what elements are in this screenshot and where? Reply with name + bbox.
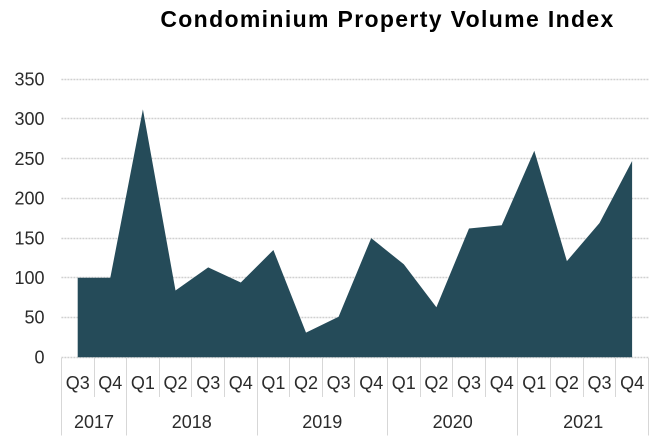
svg-text:Q2: Q2 [163,373,187,393]
svg-text:50: 50 [24,308,44,328]
svg-text:150: 150 [14,228,44,248]
svg-text:Q1: Q1 [131,373,155,393]
svg-text:100: 100 [14,268,44,288]
svg-text:250: 250 [14,149,44,169]
svg-text:Q4: Q4 [98,373,122,393]
svg-text:200: 200 [14,189,44,209]
svg-text:Q4: Q4 [620,373,644,393]
svg-text:Q4: Q4 [490,373,514,393]
svg-text:Q3: Q3 [457,373,481,393]
svg-text:2019: 2019 [302,412,342,432]
svg-text:Q2: Q2 [424,373,448,393]
svg-text:Q2: Q2 [294,373,318,393]
svg-text:2020: 2020 [433,412,473,432]
svg-text:2017: 2017 [74,412,114,432]
svg-text:Q1: Q1 [261,373,285,393]
svg-text:Condominium Property Volume In: Condominium Property Volume Index [160,6,614,32]
svg-text:Q4: Q4 [359,373,383,393]
svg-text:Q3: Q3 [66,373,90,393]
svg-text:0: 0 [34,347,44,367]
svg-text:Q2: Q2 [555,373,579,393]
svg-text:Q4: Q4 [229,373,253,393]
svg-text:350: 350 [14,69,44,89]
svg-text:300: 300 [14,109,44,129]
svg-text:2018: 2018 [172,412,212,432]
svg-text:Q3: Q3 [587,373,611,393]
svg-text:Q3: Q3 [327,373,351,393]
svg-text:2021: 2021 [563,412,603,432]
svg-text:Q3: Q3 [196,373,220,393]
svg-text:Q1: Q1 [522,373,546,393]
svg-text:Q1: Q1 [392,373,416,393]
